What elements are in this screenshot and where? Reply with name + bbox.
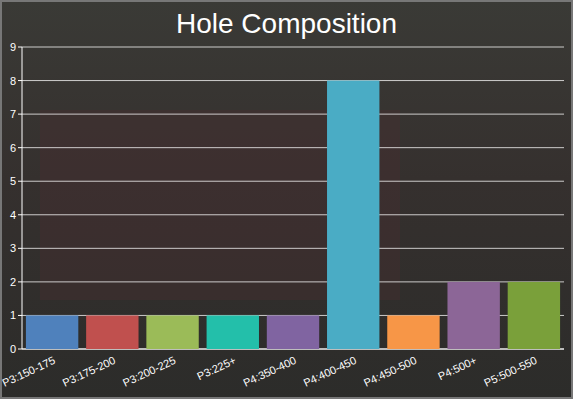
- bar: [508, 282, 560, 349]
- grid-line: [22, 147, 564, 148]
- tick-label: 2: [10, 276, 16, 288]
- bar: [86, 315, 138, 349]
- bars: [26, 81, 560, 349]
- tick-mark: [18, 181, 22, 182]
- chart: Hole Composition 0 1 2 3 4 5 6 7 8 9 P3:150-175P3:1…: [0, 0, 573, 399]
- background: [0, 0, 573, 399]
- bar: [207, 315, 259, 349]
- tick-label: 8: [10, 75, 16, 87]
- category-label: P3:150-175: [0, 354, 57, 389]
- bar: [387, 315, 439, 349]
- tick-label: 3: [10, 242, 16, 254]
- frame: [1, 1, 572, 398]
- category-label: P4:400-450: [301, 354, 358, 389]
- tick-mark: [18, 349, 22, 350]
- grid-line: [22, 248, 564, 249]
- bar: [447, 282, 499, 349]
- tick-label: 4: [10, 209, 16, 221]
- grid-line: [22, 80, 564, 81]
- tick-mark: [18, 315, 22, 316]
- category-label: P3:200-225: [121, 354, 178, 389]
- bar: [267, 315, 319, 349]
- tick-label: 0: [10, 343, 16, 355]
- tick-label: 7: [10, 108, 16, 120]
- grid-line: [22, 47, 564, 48]
- bar: [26, 315, 78, 349]
- grid-line: [22, 181, 564, 182]
- tick-label: 5: [10, 175, 16, 187]
- category-label: P4:500+: [436, 354, 478, 382]
- tick-mark: [18, 214, 22, 215]
- tick-mark: [18, 147, 22, 148]
- bar: [146, 315, 198, 349]
- category-label: P5:500-550: [482, 354, 539, 389]
- y-axis: [22, 47, 23, 349]
- grid-line: [22, 214, 564, 215]
- tick-mark: [18, 47, 22, 48]
- tick-label: 9: [10, 41, 16, 53]
- bar: [327, 81, 379, 349]
- tick-mark: [18, 248, 22, 249]
- tick-mark: [18, 80, 22, 81]
- title: Hole Composition: [176, 8, 397, 39]
- grid-line: [22, 114, 564, 115]
- category-label: P3:175-200: [61, 354, 118, 389]
- category-label: P4:350-400: [241, 354, 298, 389]
- tick-mark: [18, 281, 22, 282]
- tick-mark: [18, 114, 22, 115]
- category-label: P4:450-500: [362, 354, 419, 389]
- tick-label: 6: [10, 142, 16, 154]
- category-label: P3:225+: [195, 354, 237, 382]
- tick-label: 1: [10, 309, 16, 321]
